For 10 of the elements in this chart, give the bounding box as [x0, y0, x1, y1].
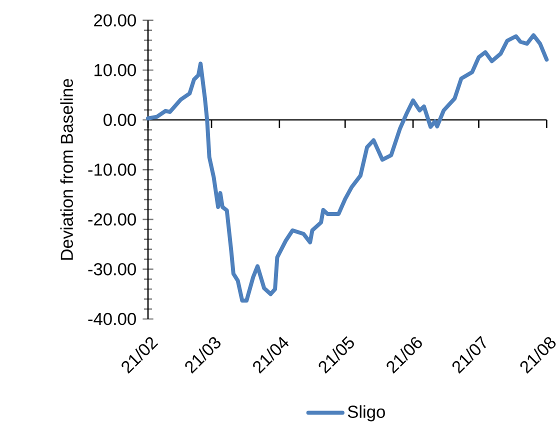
y-tick-label: -40.00 [88, 312, 136, 326]
y-axis-title: Deviation from Baseline [60, 78, 73, 260]
y-tick-label: -10.00 [88, 164, 136, 176]
y-tick-label: -30.00 [88, 263, 136, 276]
y-tick-label: 20.00 [94, 14, 136, 26]
line-series [146, 33, 549, 303]
legend-label: Sligo [348, 405, 385, 422]
y-tick-label: 10.00 [94, 64, 136, 76]
y-tick-label: 0.00 [104, 114, 136, 126]
y-tick-label: -20.00 [88, 213, 136, 226]
